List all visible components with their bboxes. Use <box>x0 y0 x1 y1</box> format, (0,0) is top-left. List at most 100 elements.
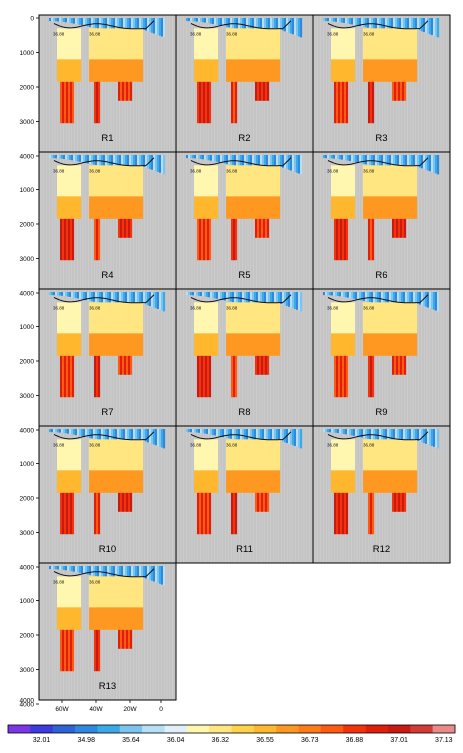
surface-cell <box>97 566 100 577</box>
surface-cell <box>111 18 114 30</box>
upper-cell <box>256 439 260 471</box>
surface-cell <box>323 18 326 22</box>
surface-cell <box>343 18 346 23</box>
surface-cell <box>403 292 406 304</box>
middle-cell <box>340 470 344 493</box>
surface-cell <box>157 566 160 584</box>
middle-cell <box>250 196 254 219</box>
deep-cell <box>197 218 200 261</box>
middle-cell <box>375 470 379 493</box>
middle-cell <box>393 333 397 356</box>
upper-cell <box>381 302 385 334</box>
upper-cell <box>259 302 263 334</box>
middle-cell <box>378 333 382 356</box>
surface-cell <box>377 155 380 167</box>
surface-cell <box>254 292 257 305</box>
upper-cell <box>95 439 99 471</box>
surface-cell <box>113 292 116 305</box>
deep-cell <box>197 355 200 398</box>
colorbar-swatch <box>253 725 277 733</box>
surface-cell <box>109 429 112 441</box>
contour-line <box>190 431 292 441</box>
surface-cell <box>67 566 70 571</box>
middle-cell <box>101 607 105 630</box>
upper-cell <box>119 165 123 197</box>
upper-cell <box>399 28 403 60</box>
upper-cell <box>411 302 415 334</box>
surface-cell <box>89 566 92 575</box>
upper-cell <box>92 28 96 60</box>
surface-cell <box>389 18 392 31</box>
surface-cell <box>435 429 438 448</box>
colorbar-label: 35.64 <box>122 737 140 744</box>
surface-cell <box>272 429 275 440</box>
middle-cell <box>212 333 216 356</box>
colorbar-swatch <box>231 725 255 733</box>
middle-cell <box>343 333 347 356</box>
upper-cell <box>375 28 379 60</box>
upper-cell <box>212 28 216 60</box>
surface-cell <box>73 18 76 24</box>
upper-cell <box>337 439 341 471</box>
deep-cell <box>235 492 238 535</box>
upper-cell <box>95 165 99 197</box>
surface-cell <box>337 292 340 297</box>
surface-cell <box>407 155 410 166</box>
middle-cell <box>262 196 266 219</box>
upper-cell <box>110 302 114 334</box>
surface-cell <box>125 155 128 167</box>
surface-cell <box>325 292 328 296</box>
upper-cell <box>363 302 367 334</box>
contour-label: 36.88 <box>226 305 238 310</box>
surface-cell <box>63 18 66 23</box>
upper-cell <box>346 165 350 197</box>
surface-cell <box>161 566 164 585</box>
surface-cell <box>147 18 150 32</box>
surface-cell <box>383 155 386 167</box>
surface-cell <box>262 18 265 30</box>
middle-cell <box>98 607 102 630</box>
surface-cell <box>97 292 100 303</box>
contour-label: 36.88 <box>190 168 202 173</box>
surface-cell <box>325 429 328 433</box>
surface-cell <box>266 18 269 30</box>
middle-cell <box>72 333 76 356</box>
upper-cell <box>402 302 406 334</box>
surface-cell <box>355 18 358 26</box>
upper-cell <box>60 165 64 197</box>
surface-cell <box>137 155 140 166</box>
middle-cell <box>57 196 61 219</box>
surface-cell <box>355 155 358 163</box>
surface-cell <box>413 429 416 440</box>
surface-cell <box>270 18 273 29</box>
surface-cell <box>367 429 370 439</box>
surface-cell <box>347 18 350 24</box>
surface-cell <box>339 18 342 23</box>
surface-cell <box>268 155 271 167</box>
colorbar-label: 32.01 <box>33 737 51 744</box>
middle-cell <box>232 196 236 219</box>
colorbar-swatch <box>298 725 322 733</box>
surface-cell <box>427 429 430 445</box>
surface-cell <box>105 18 108 30</box>
surface-cell <box>220 18 223 26</box>
surface-cell <box>240 18 243 30</box>
middle-cell <box>72 196 76 219</box>
surface-cell <box>280 18 283 30</box>
deep-cell <box>122 629 125 649</box>
surface-cell <box>206 18 209 23</box>
upper-cell <box>408 28 412 60</box>
middle-cell <box>402 196 406 219</box>
surface-cell <box>282 155 285 168</box>
surface-cell <box>401 18 404 30</box>
surface-cell <box>367 18 370 28</box>
surface-cell <box>331 155 334 159</box>
y-tick-label: 2000 <box>20 359 35 366</box>
surface-cell <box>357 429 360 437</box>
surface-cell <box>411 18 414 29</box>
deep-cell <box>60 81 63 124</box>
surface-cell <box>85 155 88 164</box>
surface-cell <box>202 18 205 23</box>
middle-cell <box>110 333 114 356</box>
upper-cell <box>238 439 242 471</box>
